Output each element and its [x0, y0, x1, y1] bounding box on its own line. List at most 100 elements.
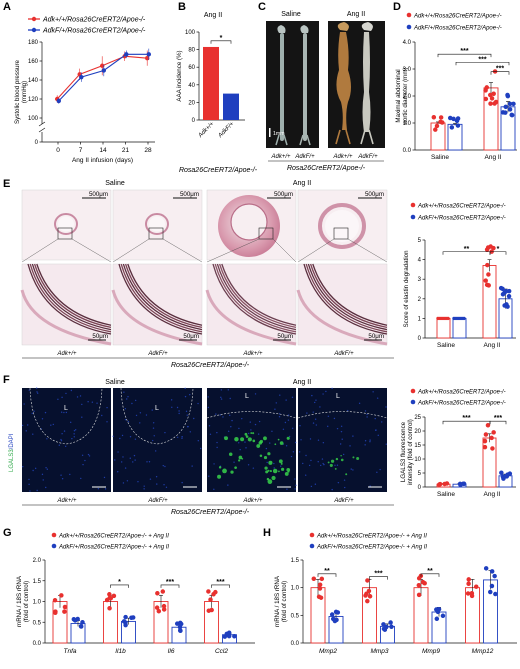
- f-dapi-nucleus: [73, 433, 75, 435]
- f-lgals3-signal: [356, 456, 360, 461]
- chart-d-dot: [433, 127, 438, 132]
- f-dapi-nucleus: [36, 489, 38, 492]
- f-dapi-nucleus: [145, 414, 148, 416]
- f-dapi-nucleus: [132, 461, 134, 463]
- f-dapi-nucleus: [114, 459, 116, 461]
- chart-a-ytick-label: 100: [28, 116, 39, 122]
- legend-g-ko-label: AdkF/+/Rosa26CreERT2/Apoe-/- + Ang II: [58, 545, 169, 551]
- f-lgals3-signal: [329, 463, 333, 467]
- f-dapi-nucleus: [178, 412, 180, 415]
- e-zoom-box: [148, 227, 164, 240]
- legend-e-wt-label: Adk+/+/Rosa26CreERT2/Apoe-/-: [417, 204, 506, 210]
- chart-g-dot: [206, 589, 211, 594]
- f-lgals3-signal: [259, 454, 263, 458]
- f-dapi-nucleus: [134, 438, 137, 440]
- f-dapi-nucleus: [275, 402, 277, 404]
- f-dapi-nucleus: [164, 431, 166, 434]
- f-lgals3-signal: [281, 467, 285, 471]
- chart-h-xtick-label: Mmp2: [319, 648, 337, 655]
- f-dapi-nucleus: [327, 415, 330, 417]
- f-dapi-nucleus: [131, 402, 133, 405]
- chart-g-xtick-label: Tnfa: [63, 648, 76, 655]
- f-dapi-nucleus: [220, 398, 223, 400]
- f-dapi-nucleus: [127, 420, 130, 423]
- c-aorta-wt-ang: [335, 22, 351, 145]
- f-dapi-nucleus: [46, 468, 49, 470]
- f-dapi-nucleus: [229, 414, 231, 417]
- f-dapi-nucleus: [152, 422, 155, 424]
- f-lgals3-signal: [278, 470, 280, 473]
- f-dapi-nucleus: [339, 443, 342, 445]
- f-footer: Rosa26CreERT2/Apoe-/-: [171, 509, 250, 516]
- chart-g-s2-bracket: [160, 584, 180, 588]
- f-dapi-nucleus: [21, 424, 24, 427]
- legend-f-wt-label: Adk+/+/Rosa26CreERT2/Apoe-/-: [417, 390, 506, 396]
- chart-g-ytick-label: 1.5: [33, 579, 42, 585]
- f-dapi-nucleus: [220, 396, 222, 399]
- f-geno-1: Adk+/+: [56, 498, 77, 504]
- f-dapi-nucleus: [286, 488, 288, 490]
- chart-h-dot: [381, 622, 386, 627]
- f-dapi-nucleus: [308, 464, 311, 467]
- chart-a-axis-break: [38, 127, 46, 133]
- f-dapi-nucleus: [45, 486, 47, 489]
- chart-e-b-sig: *: [497, 246, 500, 253]
- chart-g-ylabel-line: (fold of control): [23, 581, 30, 622]
- f-lgals3-signal: [240, 437, 245, 442]
- chart-g-dot: [123, 614, 128, 620]
- chart-e-dot: [484, 247, 490, 252]
- chart-a-ytick-label: 160: [28, 59, 39, 65]
- chart-f-dot: [490, 446, 495, 451]
- f-lgals3-signal: [263, 436, 267, 441]
- chart-g-dot: [222, 634, 228, 639]
- chart-a: 0 100 120 140 160 180 0 7 14 21 28 Ang II infusion …: [14, 40, 155, 164]
- f-dapi-nucleus: [122, 456, 124, 458]
- f-dapi-nucleus: [278, 415, 281, 418]
- f-dapi-nucleus: [58, 444, 61, 446]
- f-dapi-nucleus: [279, 394, 281, 396]
- e-elastin-lamina: [122, 263, 203, 331]
- f-dapi-nucleus: [266, 461, 268, 464]
- f-geno-4: AdkF/+: [333, 498, 354, 504]
- chart-f-ytick-label: 25: [414, 415, 421, 421]
- f-dapi-nucleus: [350, 468, 352, 470]
- chart-g-dot: [121, 619, 127, 624]
- f-dapi-nucleus: [317, 461, 319, 463]
- chart-h-dot: [318, 595, 324, 600]
- chart-g-dot: [154, 605, 160, 610]
- f-dapi-nucleus: [199, 447, 202, 450]
- f-stain-label: LGALS3/DAPI: [9, 433, 15, 472]
- panel-letter-b: B: [178, 1, 186, 13]
- f-dapi-nucleus: [238, 442, 240, 444]
- f-dapi-nucleus: [124, 407, 126, 410]
- legend-a-ko-label: AdkF/+/Rosa26CreERT2/Apoe-/-: [42, 28, 146, 35]
- f-dapi-nucleus: [181, 481, 183, 484]
- f-dapi-nucleus: [230, 426, 232, 428]
- legend-h-wt-label: Adk+/+/Rosa26CreERT2/Apoe-/- + Ang II: [316, 534, 427, 540]
- f-lgals3-signal: [252, 439, 256, 443]
- f-dapi-nucleus: [31, 412, 33, 415]
- legend-a-ko: AdkF/+/Rosa26CreERT2/Apoe-/-: [28, 28, 146, 35]
- e-vessel-lumen: [58, 216, 74, 232]
- f-dapi-nucleus: [124, 467, 127, 469]
- chart-e-ylabel-line: Score of elastin degradation: [403, 250, 410, 328]
- chart-e-ytick-label: 3: [418, 277, 422, 283]
- f-dapi-nucleus: [377, 434, 379, 437]
- c-ang-label: Ang II: [347, 11, 365, 18]
- f-dapi-nucleus: [52, 423, 55, 426]
- e-vessel-wall: [318, 203, 366, 249]
- f-dapi-nucleus: [285, 445, 288, 447]
- f-dapi-nucleus: [73, 436, 75, 438]
- e-zoom-line: [347, 238, 388, 263]
- f-dapi-nucleus: [143, 485, 145, 487]
- f-dapi-nucleus: [314, 401, 316, 404]
- f-dapi-nucleus: [305, 454, 307, 457]
- chart-h-dot: [389, 624, 394, 630]
- f-lgals3-signal: [238, 459, 241, 462]
- f-dapi-nucleus: [247, 432, 250, 435]
- f-dapi-nucleus: [376, 471, 378, 474]
- legend-e: Adk+/+/Rosa26CreERT2/Apoe-/- AdkF/+/Rosa…: [410, 202, 506, 222]
- chart-d-b-sig: ***: [478, 56, 486, 63]
- chart-e-ylabel: Score of elastin degradation: [403, 250, 410, 328]
- f-lgals3-signal: [264, 466, 268, 470]
